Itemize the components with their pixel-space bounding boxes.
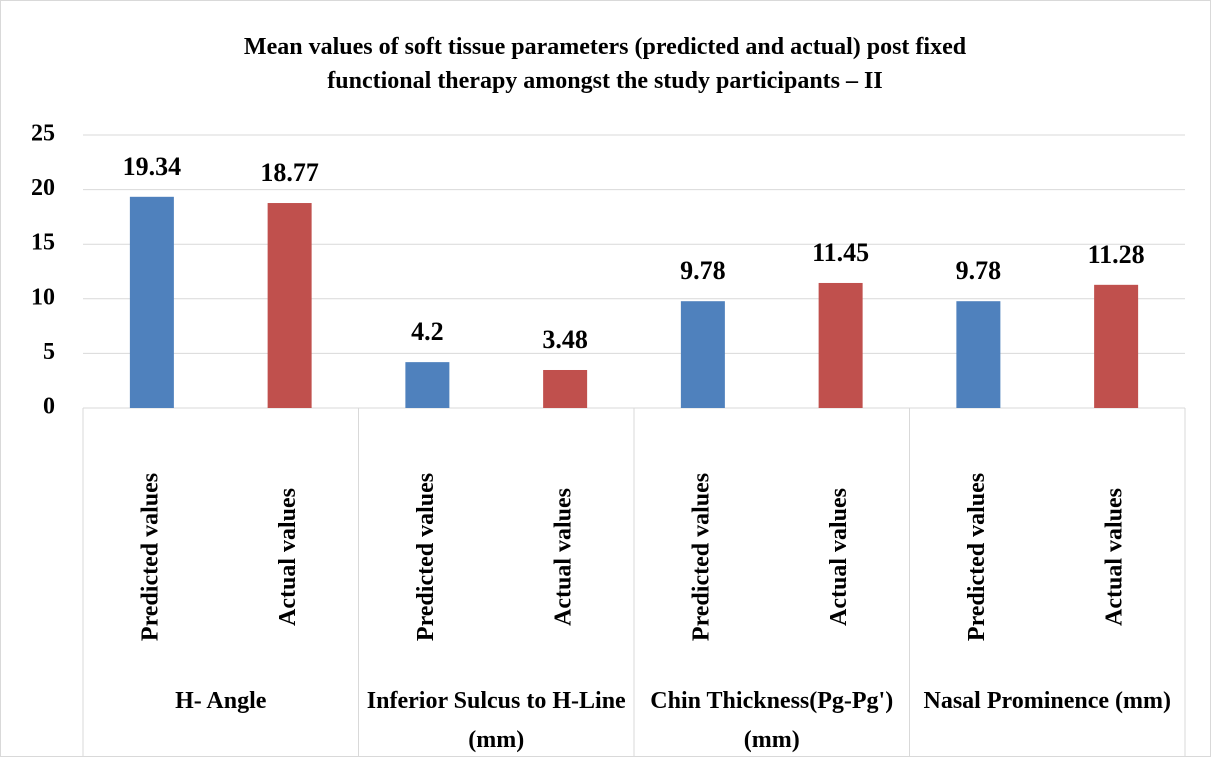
x-tick-label: Predicted values <box>413 473 439 641</box>
group-label: H- Angle <box>175 688 267 714</box>
data-label: 11.28 <box>1088 240 1145 269</box>
group-label: Inferior Sulcus to H-Line (mm) <box>366 688 626 753</box>
bar <box>818 282 863 408</box>
group-label: Nasal Prominence (mm) <box>923 688 1172 714</box>
bar <box>267 203 312 408</box>
y-tick-label: 0 <box>43 394 55 420</box>
data-label: 9.78 <box>956 256 1002 285</box>
x-tick-label: Actual values <box>826 488 852 626</box>
data-label: 19.34 <box>123 152 182 181</box>
x-tick-label: Actual values <box>551 488 577 626</box>
x-tick-label: Actual values <box>1102 488 1128 626</box>
y-tick-label: 20 <box>31 175 55 201</box>
bar <box>680 301 725 408</box>
data-label: 3.48 <box>542 325 588 354</box>
bar <box>543 369 588 408</box>
y-tick-label: 10 <box>31 284 55 310</box>
x-tick-label: Predicted values <box>688 473 714 641</box>
y-tick-label: 15 <box>31 230 55 256</box>
bar <box>129 196 174 408</box>
x-tick-label: Predicted values <box>964 473 990 641</box>
bar <box>1094 284 1139 408</box>
bar <box>956 301 1001 408</box>
y-tick-label: 25 <box>31 121 55 147</box>
x-tick-label: Predicted values <box>137 473 163 641</box>
bar <box>405 362 450 408</box>
data-label: 4.2 <box>411 317 444 346</box>
group-label: Chin Thickness(Pg-Pg')(mm) <box>650 688 894 753</box>
y-tick-label: 5 <box>43 339 55 365</box>
chart-title: Mean values of soft tissue parameters (p… <box>243 34 967 94</box>
data-label: 11.45 <box>812 238 869 267</box>
x-tick-label: Actual values <box>275 488 301 626</box>
data-label: 9.78 <box>680 256 726 285</box>
data-label: 18.77 <box>260 158 319 187</box>
